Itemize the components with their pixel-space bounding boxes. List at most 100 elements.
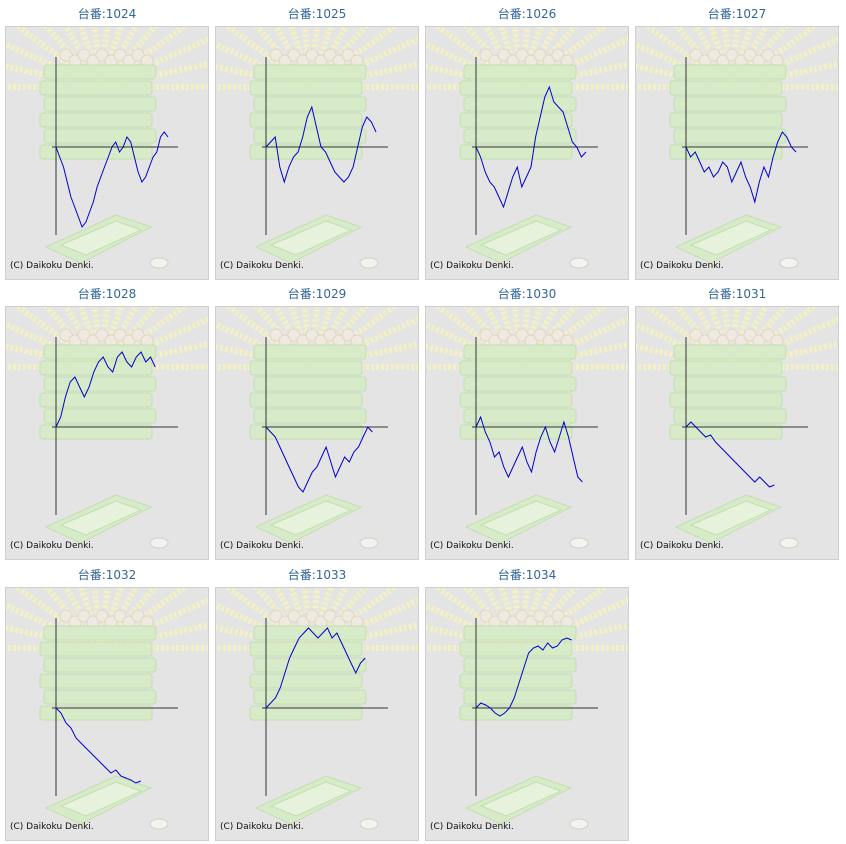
tray-inner (689, 220, 773, 256)
copyright-text: (C) Daikoku Denki. (220, 541, 304, 551)
chart-svg (426, 307, 628, 549)
ball (269, 609, 283, 623)
tray (253, 64, 367, 80)
copyright-text: (C) Daikoku Denki. (10, 822, 94, 832)
tray (673, 408, 787, 424)
tray (673, 128, 787, 144)
background-illustration (216, 588, 418, 830)
background-illustration (6, 27, 208, 269)
tray (43, 689, 157, 705)
tray (459, 673, 573, 689)
ray (98, 27, 111, 88)
chart-title: 台番:1031 (707, 287, 767, 301)
copyright-text: (C) Daikoku Denki. (10, 261, 94, 271)
chart-panel: (C) Daikoku Denki. (425, 306, 629, 560)
ball (59, 328, 73, 342)
tray (43, 408, 157, 424)
ray (13, 588, 103, 651)
ray (643, 27, 733, 90)
chart-panel: (C) Daikoku Denki. (425, 26, 629, 280)
ray (223, 27, 313, 90)
ray (223, 307, 313, 370)
series-line (475, 85, 587, 209)
ball (515, 328, 529, 342)
chart-svg (216, 27, 418, 269)
series-line (55, 131, 169, 229)
coin (779, 257, 799, 269)
tray-inner (479, 220, 563, 256)
coin (569, 537, 589, 549)
chart-svg (426, 588, 628, 830)
chart-panel: (C) Daikoku Denki. (5, 26, 209, 280)
background-illustration (426, 27, 628, 269)
tray (463, 657, 577, 673)
ball (59, 609, 73, 623)
series-line (265, 105, 377, 184)
tray (673, 344, 787, 360)
copyright-text: (C) Daikoku Denki. (220, 261, 304, 271)
tray (459, 360, 573, 376)
tray (463, 625, 577, 641)
copyright-text: (C) Daikoku Denki. (640, 541, 724, 551)
ball (77, 328, 91, 342)
tray (39, 673, 153, 689)
coin (149, 257, 169, 269)
ray (6, 41, 103, 90)
ball (341, 609, 355, 623)
ball (95, 328, 109, 342)
ray (13, 307, 103, 370)
ball (323, 609, 337, 623)
series-line (475, 637, 572, 717)
chart-svg (636, 307, 838, 549)
ball (479, 609, 493, 623)
coin (569, 257, 589, 269)
ball (479, 48, 493, 62)
ray (433, 307, 523, 370)
coin (569, 818, 589, 830)
background-illustration (216, 307, 418, 549)
chart-panel: (C) Daikoku Denki. (215, 587, 419, 841)
tray (669, 80, 783, 96)
ball (689, 328, 703, 342)
tray (463, 128, 577, 144)
chart-panel: (C) Daikoku Denki. (215, 306, 419, 560)
ray (518, 27, 531, 88)
tray-inner (59, 781, 143, 817)
tray-inner (269, 781, 353, 817)
ball (707, 48, 721, 62)
coin (779, 537, 799, 549)
ball (341, 48, 355, 62)
series-line (55, 351, 156, 428)
ball (743, 48, 757, 62)
ball (131, 609, 145, 623)
ball (287, 48, 301, 62)
ray (636, 41, 733, 90)
tray (39, 144, 153, 160)
ball (551, 48, 565, 62)
ball (533, 609, 547, 623)
ball (113, 48, 127, 62)
background-illustration (216, 27, 418, 269)
tray (459, 705, 573, 721)
chart-title: 台番:1026 (497, 7, 557, 21)
ball (269, 48, 283, 62)
tray (249, 641, 363, 657)
ray (223, 588, 313, 651)
tray (253, 344, 367, 360)
ball (743, 328, 757, 342)
tray (673, 64, 787, 80)
background-illustration (636, 307, 838, 549)
tray (253, 376, 367, 392)
ball (497, 48, 511, 62)
ball (305, 48, 319, 62)
tray (39, 80, 153, 96)
copyright-text: (C) Daikoku Denki. (430, 541, 514, 551)
ray (636, 321, 733, 370)
ball (113, 609, 127, 623)
ray (433, 588, 523, 651)
chart-title: 台番:1027 (707, 7, 767, 21)
tray (249, 112, 363, 128)
tray (253, 128, 367, 144)
tray (39, 641, 153, 657)
tray (253, 657, 367, 673)
